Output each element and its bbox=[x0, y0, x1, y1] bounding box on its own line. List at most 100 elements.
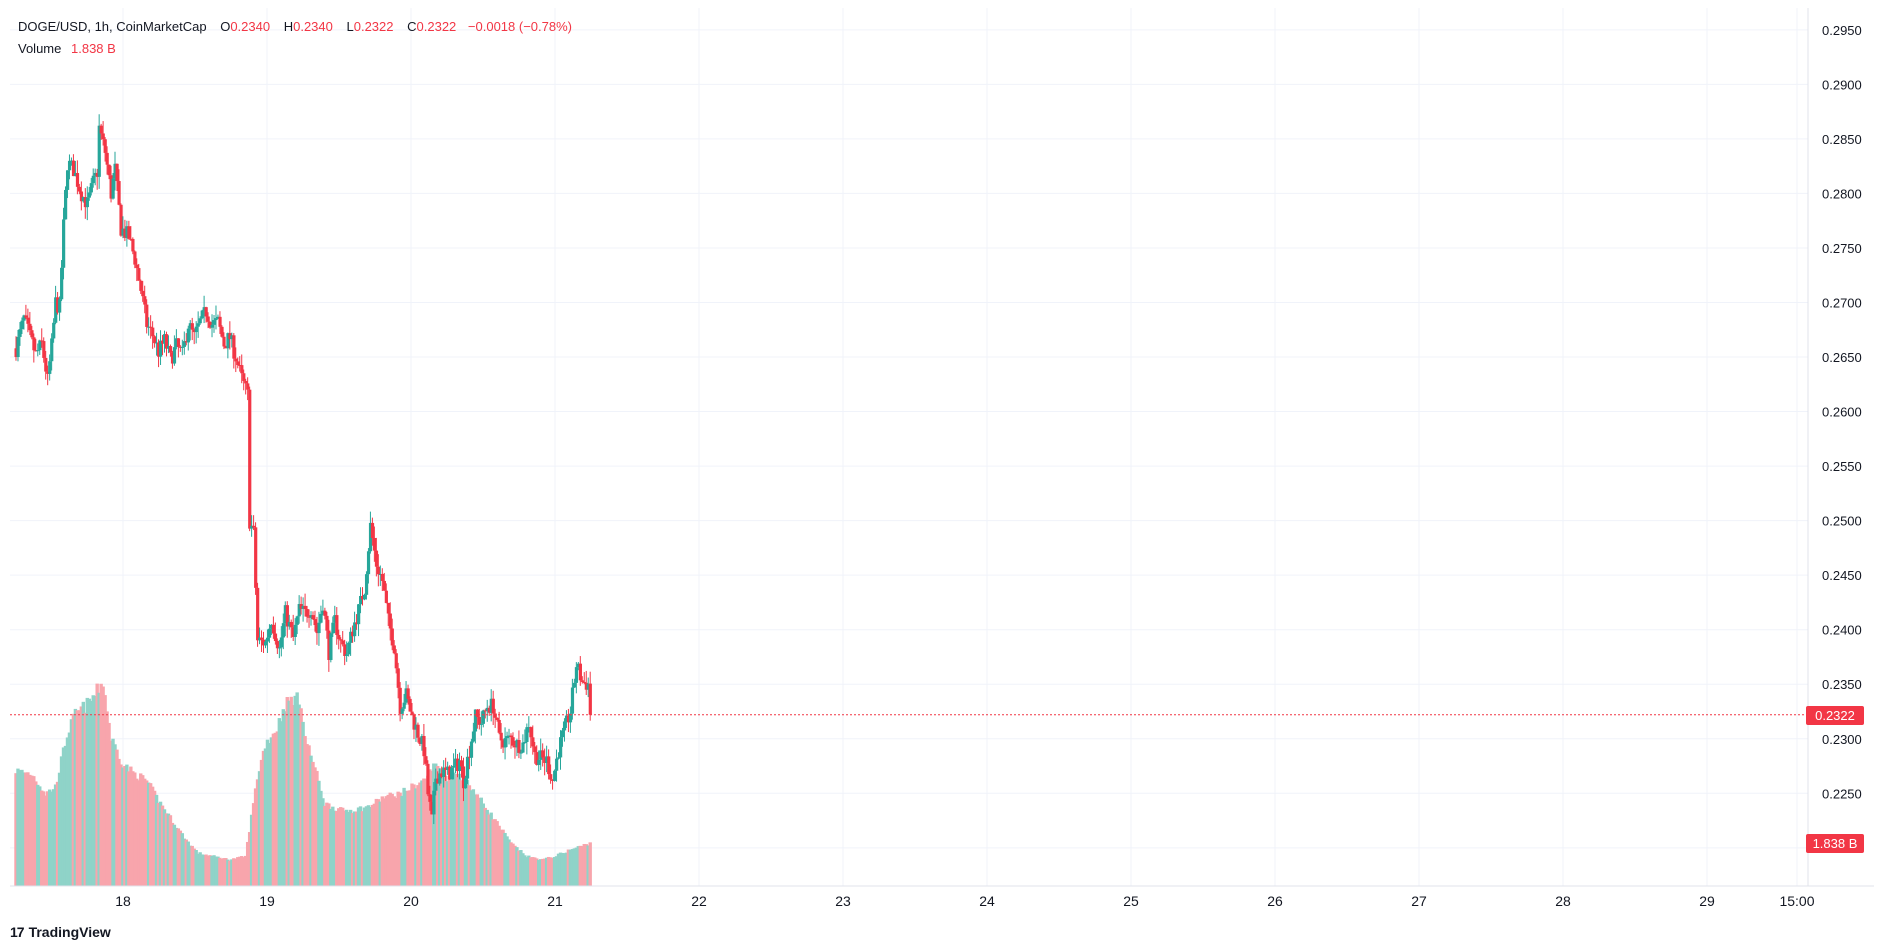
volume-bar bbox=[259, 759, 264, 886]
candle-down bbox=[115, 163, 119, 182]
candle-up bbox=[295, 616, 299, 625]
candle-down bbox=[343, 644, 347, 656]
volume-bar bbox=[535, 858, 539, 886]
candle-up bbox=[159, 340, 163, 357]
price-tick-label: 0.2350 bbox=[1822, 677, 1862, 692]
time-tick-label: 29 bbox=[1699, 893, 1715, 909]
volume-bar bbox=[192, 848, 196, 886]
candle-down bbox=[151, 327, 155, 337]
volume-bar bbox=[26, 772, 30, 886]
candle-up bbox=[38, 340, 42, 351]
volume-bar bbox=[443, 775, 448, 886]
time-tick-label: 15:00 bbox=[1779, 893, 1814, 909]
volume-bar bbox=[507, 839, 511, 886]
volume-bar bbox=[430, 770, 434, 886]
candle-up bbox=[560, 730, 565, 738]
candle-up bbox=[479, 723, 483, 725]
volume-bar bbox=[350, 813, 355, 886]
candle-up bbox=[293, 624, 297, 637]
candle-down bbox=[95, 172, 99, 177]
volume-bar bbox=[400, 795, 404, 886]
candle-up bbox=[81, 197, 86, 202]
candle-up bbox=[36, 350, 40, 352]
volume-bar bbox=[93, 695, 97, 886]
candle-down bbox=[153, 336, 157, 344]
candle-down bbox=[351, 631, 355, 637]
candle-up bbox=[438, 773, 442, 784]
candle-up bbox=[69, 160, 74, 162]
candle-down bbox=[549, 774, 553, 780]
volume-bar bbox=[200, 854, 204, 886]
volume-bar bbox=[45, 791, 50, 886]
candle-up bbox=[111, 178, 115, 199]
candle-down bbox=[224, 346, 228, 349]
tradingview-brand[interactable]: 17 TradingView bbox=[10, 924, 111, 940]
volume-bar bbox=[202, 854, 206, 886]
candle-up bbox=[414, 724, 418, 730]
volume-bar bbox=[572, 848, 577, 886]
candle-up bbox=[469, 741, 474, 758]
volume-bar bbox=[47, 789, 52, 886]
candle-down bbox=[161, 340, 165, 344]
candle-up bbox=[172, 347, 177, 364]
candle-down bbox=[244, 380, 248, 384]
volume-bar bbox=[242, 857, 246, 886]
price-tick-label: 0.2900 bbox=[1822, 77, 1862, 92]
price-tick-label: 0.2650 bbox=[1822, 350, 1862, 365]
candle-up bbox=[576, 663, 581, 668]
candle-up bbox=[503, 738, 507, 748]
volume-bar bbox=[307, 745, 311, 886]
volume-bar bbox=[523, 855, 527, 886]
candle-down bbox=[337, 634, 341, 640]
candle-up bbox=[212, 320, 216, 325]
volume-bar bbox=[170, 822, 175, 886]
candle-down bbox=[531, 737, 535, 747]
symbol-title[interactable]: DOGE/USD, 1h, CoinMarketCap bbox=[18, 19, 207, 34]
volume-bar bbox=[127, 771, 131, 886]
candle-up bbox=[572, 682, 577, 688]
price-axis[interactable]: 0.2950 0.2900 0.2850 0.2800 0.2750 0.2700 0.26… bbox=[1822, 23, 1862, 856]
candle-down bbox=[248, 389, 252, 529]
candle-up bbox=[54, 297, 58, 323]
candle-down bbox=[533, 746, 537, 753]
volume-value: 1.838 B bbox=[71, 41, 116, 56]
candle-up bbox=[553, 770, 557, 781]
candle-down bbox=[483, 710, 487, 712]
candle-down bbox=[487, 707, 491, 713]
volume-bar bbox=[329, 808, 333, 886]
candle-up bbox=[269, 624, 274, 629]
candle-down bbox=[176, 338, 181, 347]
volume-bar bbox=[208, 855, 212, 886]
candle-up bbox=[564, 715, 569, 722]
volume-bar bbox=[113, 744, 117, 886]
candle-down bbox=[164, 334, 169, 349]
volume-bar bbox=[424, 778, 428, 886]
volume-bar bbox=[28, 774, 32, 886]
time-axis[interactable]: 18 19 20 21 22 23 24 25 26 27 28 29 15:00 bbox=[115, 893, 1815, 909]
volume-bar bbox=[16, 768, 20, 886]
high-value: 0.2340 bbox=[293, 19, 333, 34]
candle-up bbox=[52, 322, 56, 339]
volume-bar bbox=[135, 778, 139, 886]
volume-bar bbox=[22, 772, 26, 886]
volume-label[interactable]: Volume bbox=[18, 41, 62, 56]
volume-bar bbox=[410, 783, 414, 886]
candle-down bbox=[168, 346, 173, 353]
volume-bar bbox=[337, 808, 341, 886]
candle-down bbox=[497, 719, 501, 733]
candle-up bbox=[333, 615, 337, 623]
volume-bar bbox=[32, 776, 36, 886]
volume-bar bbox=[404, 790, 408, 886]
volume-bar bbox=[55, 781, 60, 886]
candle-up bbox=[515, 740, 519, 748]
open-label: O bbox=[220, 19, 231, 34]
time-tick-label: 26 bbox=[1267, 893, 1283, 909]
volume-bar bbox=[497, 825, 501, 886]
candle-down bbox=[117, 181, 121, 205]
candle-down bbox=[372, 537, 377, 551]
candle-up bbox=[186, 328, 190, 343]
volume-bar bbox=[386, 794, 390, 886]
volume-bar bbox=[485, 809, 489, 886]
candle-up bbox=[281, 623, 285, 638]
